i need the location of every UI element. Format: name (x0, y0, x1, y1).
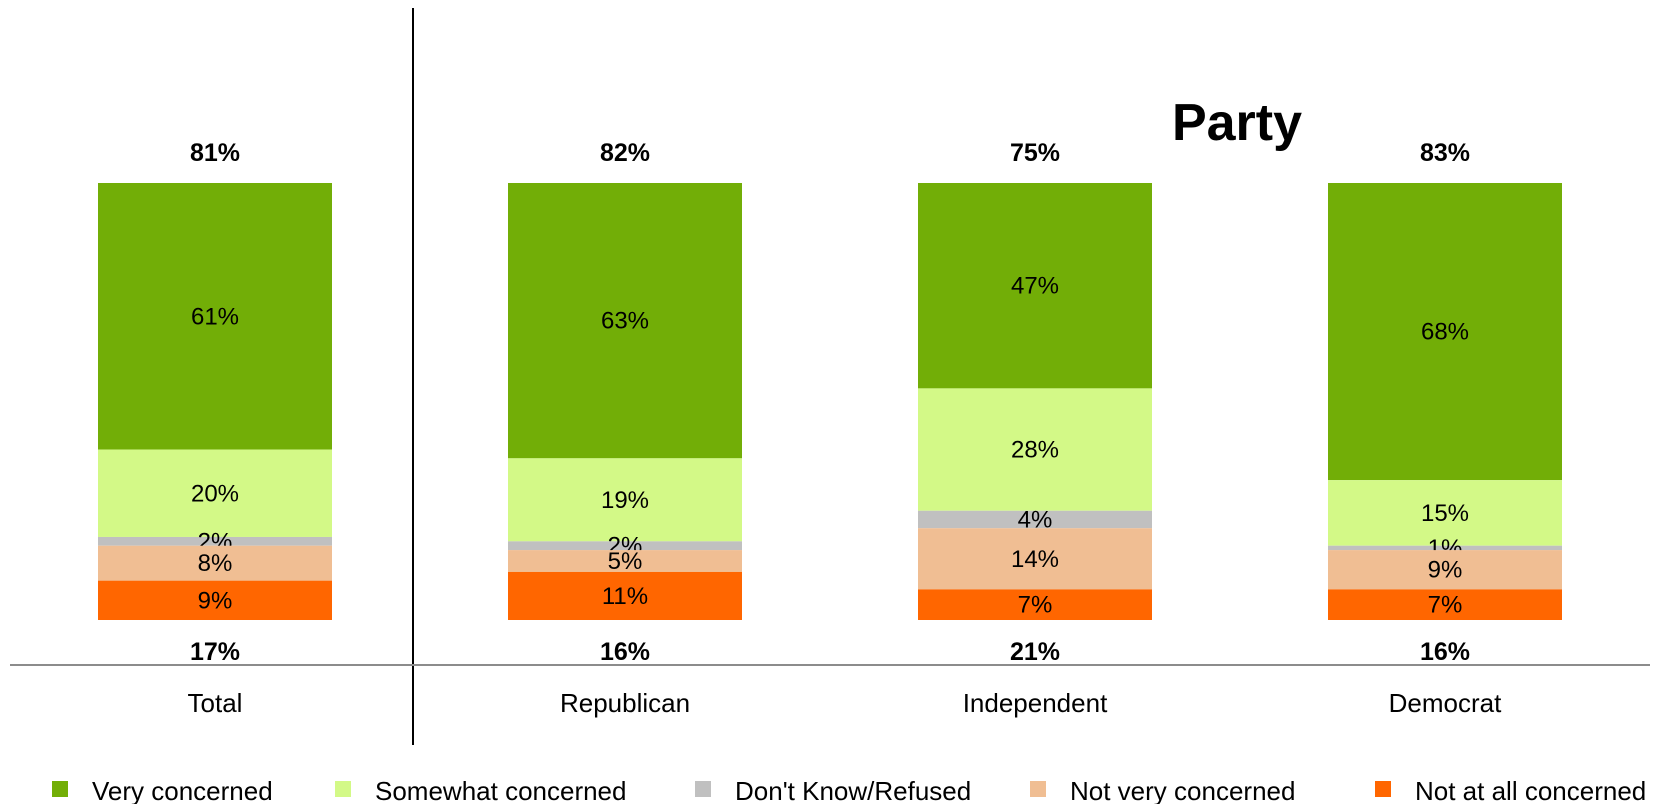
data-label-democrat-somewhat-concerned: 15% (1421, 500, 1469, 527)
bar-independent-not-at-all-concerned (918, 589, 1152, 620)
legend-swatch-not-at-all-concerned (1375, 781, 1391, 797)
bar-democrat-don-t-know-refused (1328, 545, 1562, 551)
category-label-independent: Independent (963, 688, 1108, 718)
legend-label-not-very-concerned: Not very concerned (1070, 776, 1295, 804)
category-label-total: Total (188, 688, 243, 718)
data-label-democrat-very-concerned: 68% (1421, 319, 1469, 346)
data-label-total-not-at-all-concerned: 9% (198, 587, 233, 614)
bar-republican-not-very-concerned (508, 550, 742, 572)
bottom-total-total: 17% (190, 638, 240, 666)
data-label-independent-somewhat-concerned: 28% (1011, 437, 1059, 464)
bar-independent-very-concerned (918, 183, 1152, 389)
bar-independent-not-very-concerned (918, 528, 1152, 590)
data-label-total-somewhat-concerned: 20% (191, 480, 239, 507)
top-total-total: 81% (190, 139, 240, 167)
legend: Very concerned Somewhat concerned Don't Kn… (52, 776, 1646, 804)
data-label-independent-not-at-all-concerned: 7% (1018, 592, 1053, 619)
bar-republican-not-at-all-concerned (508, 571, 742, 620)
bar-total-somewhat-concerned (98, 449, 332, 537)
group-title-party: Party (1172, 94, 1302, 152)
legend-label-not-at-all-concerned: Not at all concerned (1415, 776, 1646, 804)
data-label-independent-not-very-concerned: 14% (1011, 546, 1059, 573)
bar-democrat-somewhat-concerned (1328, 480, 1562, 546)
data-label-republican-somewhat-concerned: 19% (601, 487, 649, 514)
bar-democrat-not-very-concerned (1328, 550, 1562, 590)
legend-swatch-very-concerned (52, 781, 68, 797)
data-label-democrat-not-very-concerned: 9% (1428, 557, 1463, 584)
top-total-republican: 82% (600, 139, 650, 167)
bottom-total-independent: 21% (1010, 638, 1060, 666)
bar-total-not-at-all-concerned (98, 580, 332, 620)
bar-republican-very-concerned (508, 183, 742, 459)
data-label-democrat-not-at-all-concerned: 7% (1428, 592, 1463, 619)
top-total-independent: 75% (1010, 139, 1060, 167)
category-label-democrat: Democrat (1389, 688, 1502, 718)
legend-swatch-don-t-know-refused (695, 781, 711, 797)
legend-swatch-somewhat-concerned (335, 781, 351, 797)
bar-independent-somewhat-concerned (918, 388, 1152, 511)
legend-swatch-not-very-concerned (1030, 781, 1046, 797)
bar-democrat-not-at-all-concerned (1328, 589, 1562, 620)
bottom-total-democrat: 16% (1420, 638, 1470, 666)
legend-label-don-t-know-refused: Don't Know/Refused (735, 776, 971, 804)
bar-republican-don-t-know-refused (508, 541, 742, 551)
category-label-republican: Republican (560, 688, 690, 718)
bar-total-don-t-know-refused (98, 536, 332, 546)
data-label-total-not-very-concerned: 8% (198, 550, 233, 577)
bottom-total-republican: 16% (600, 638, 650, 666)
bar-total-not-very-concerned (98, 545, 332, 581)
bar-republican-somewhat-concerned (508, 458, 742, 542)
legend-label-somewhat-concerned: Somewhat concerned (375, 776, 626, 804)
bar-total-very-concerned (98, 183, 332, 450)
top-total-democrat: 83% (1420, 139, 1470, 167)
legend-label-very-concerned: Very concerned (92, 776, 273, 804)
bars-group: 61%20%2%8%9%81%17%Total63%19%2%5%11%82%1… (98, 139, 1562, 718)
bar-democrat-very-concerned (1328, 183, 1562, 481)
bar-independent-don-t-know-refused (918, 510, 1152, 529)
data-label-republican-not-at-all-concerned: 11% (602, 583, 648, 610)
data-label-total-very-concerned: 61% (191, 303, 239, 330)
data-label-republican-not-very-concerned: 5% (608, 548, 643, 575)
data-label-independent-very-concerned: 47% (1011, 273, 1059, 300)
data-label-republican-very-concerned: 63% (601, 308, 649, 335)
